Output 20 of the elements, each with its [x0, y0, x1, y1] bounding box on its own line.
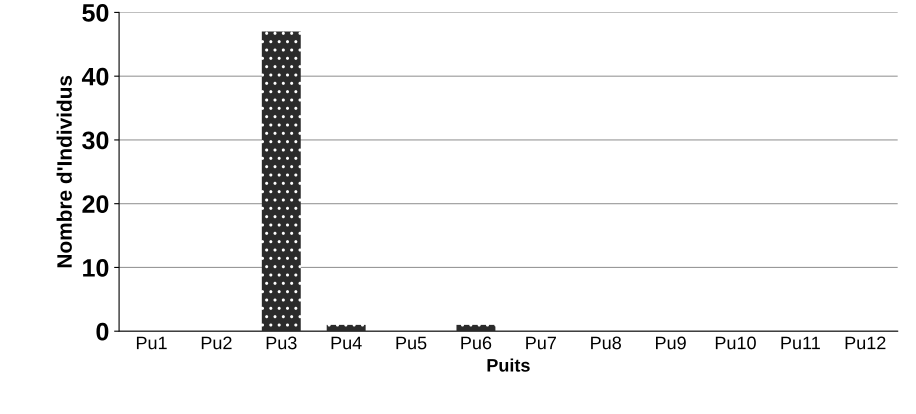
y-tick-label: 30 — [82, 132, 108, 150]
x-tick-label: Pu11 — [781, 336, 820, 350]
y-axis-title: Nombre d'Individus — [56, 76, 72, 268]
x-tick-label: Pu8 — [591, 336, 621, 350]
x-tick-label: Pu10 — [716, 336, 756, 350]
x-tick-label: Pu3 — [266, 336, 297, 350]
y-tick-label: 40 — [82, 68, 108, 86]
x-tick-label: Pu5 — [396, 336, 426, 350]
x-tick-label: Pu9 — [656, 336, 686, 350]
x-tick-label: Pu2 — [202, 336, 232, 350]
x-tick-label: Pu12 — [846, 336, 886, 350]
y-tick-label: 50 — [82, 4, 108, 22]
y-tick-label: 10 — [83, 259, 108, 277]
x-axis-title: Puits — [488, 358, 530, 372]
x-tick-label: Pu1 — [136, 336, 167, 350]
x-tick-label: Pu4 — [332, 336, 362, 350]
x-tick-label: Pu6 — [461, 336, 492, 350]
y-tick-label: 20 — [82, 195, 108, 213]
y-tick-label: 0 — [96, 322, 108, 341]
x-tick-label: Pu7 — [526, 336, 556, 350]
